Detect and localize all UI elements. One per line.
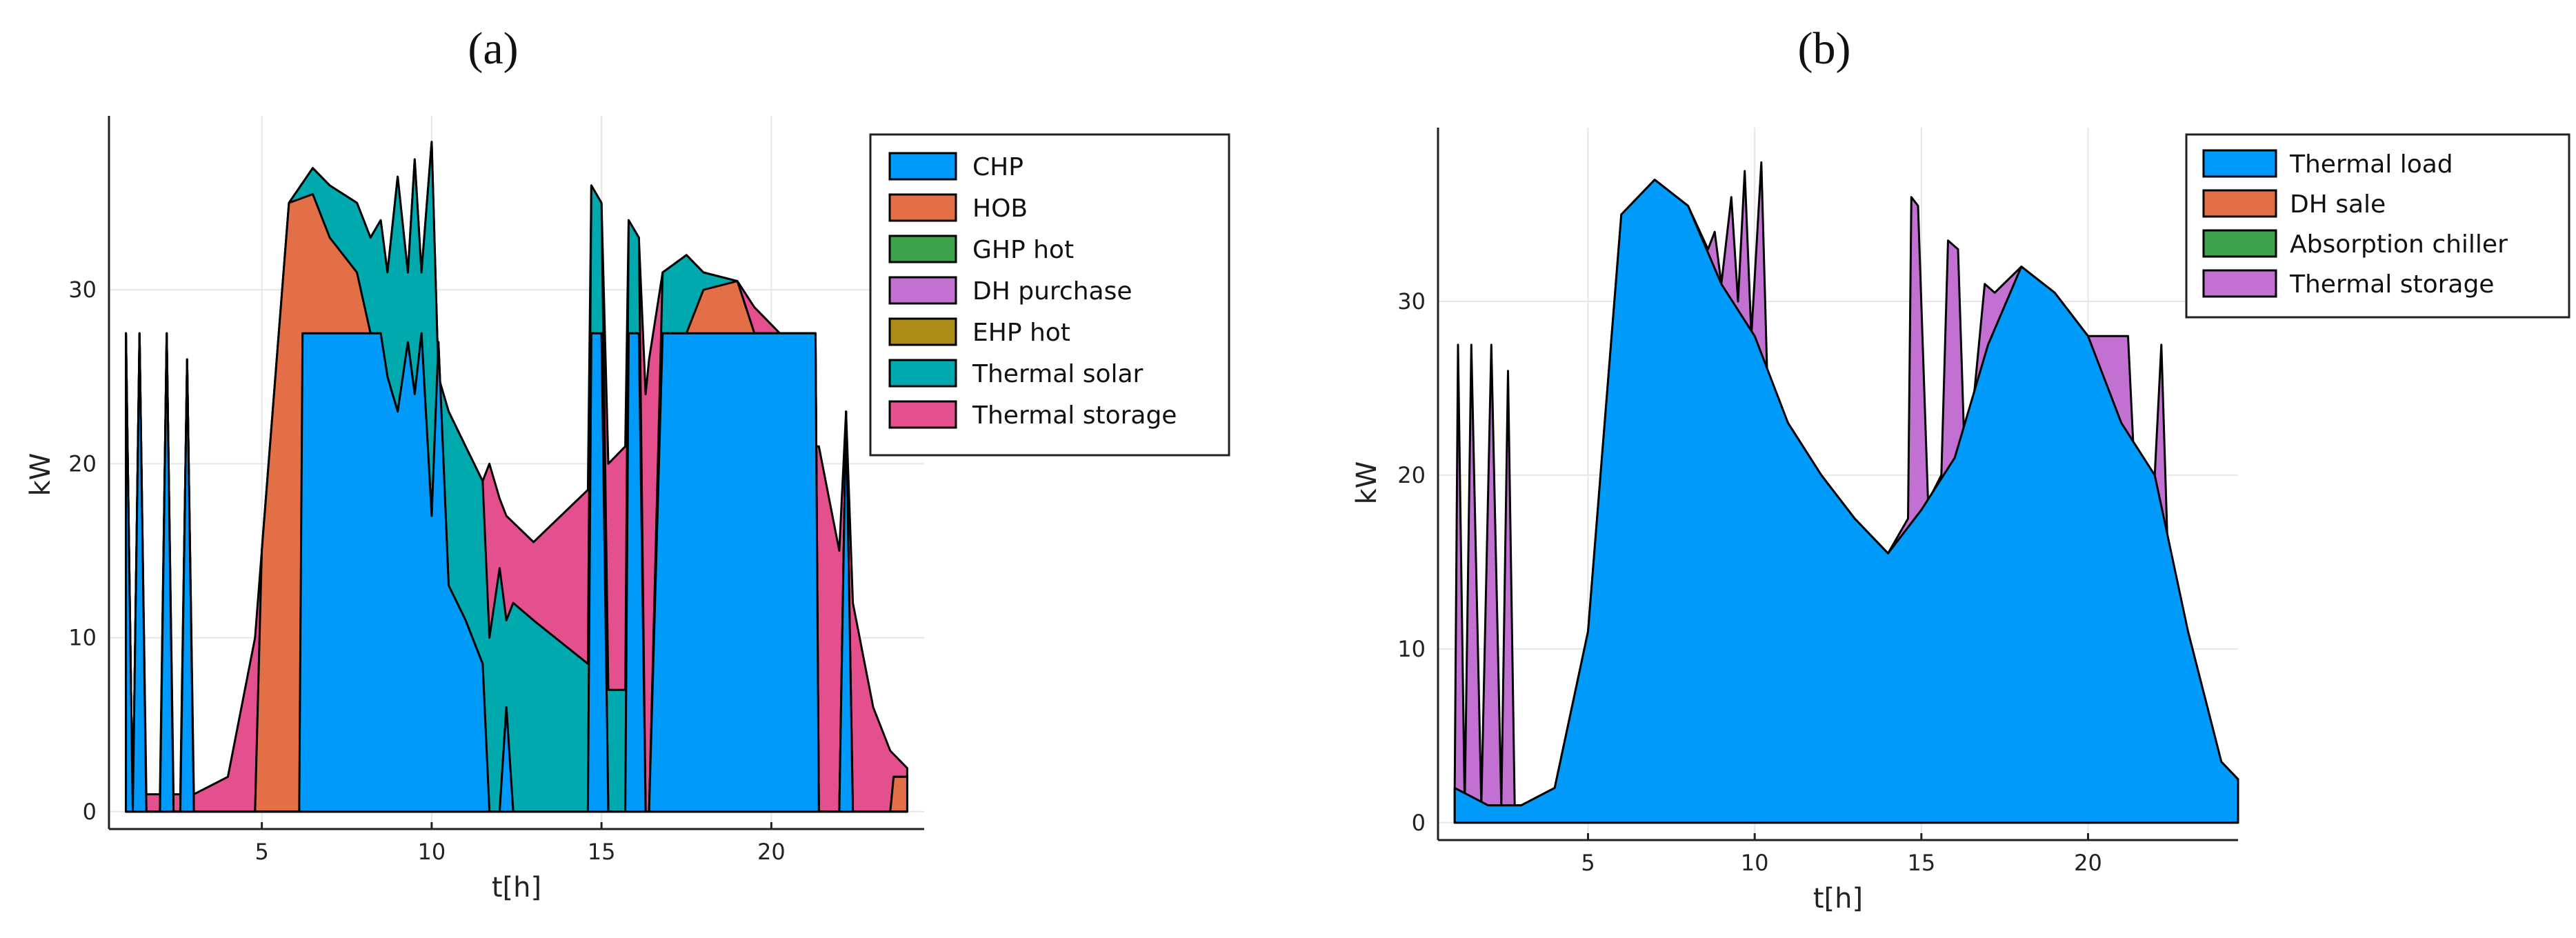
panel-b-areas [1453,161,2239,824]
legend-label-thermal-storage-b: Thermal storage [2289,270,2494,299]
legend-label-thermal-storage: Thermal storage [972,401,1177,430]
x-tick-label: 10 [418,839,446,865]
legend-swatch-ghp-hot [888,234,957,263]
y-tick-label: 20 [1397,462,1426,488]
panel-b-legend: Thermal load DH sale Absorption chiller … [2185,133,2570,319]
panel-a-legend: CHP HOB GHP hot DH purchase EHP hot Ther… [869,133,1230,457]
legend-label-thermal-load: Thermal load [2289,150,2453,179]
panel-b-letter: (b) [1798,23,1851,74]
panel-a-ylabel: kW [25,453,57,497]
panel-a-xlabel: t[h] [492,872,541,904]
panel-b-xlabel: t[h] [1813,883,1863,915]
legend-label-thermal-solar: Thermal solar [972,360,1144,388]
x-tick-label: 10 [1741,850,1769,876]
legend-swatch-thermal-load [2202,149,2277,178]
legend-swatch-thermal-storage [888,400,957,429]
x-tick-label: 15 [1907,850,1935,876]
legend-swatch-dh-sale [2202,189,2277,218]
area-thermal-load [1453,179,2239,824]
legend-label-dh-purchase: DH purchase [972,277,1132,306]
area-chp [125,332,908,813]
x-tick-label: 5 [254,839,268,865]
y-tick-label: 30 [68,277,97,303]
y-tick-label: 10 [1397,636,1426,662]
legend-label-absorption-chiller: Absorption chiller [2290,230,2508,259]
y-tick-label: 20 [68,450,97,477]
y-tick-label: 0 [83,799,97,825]
y-tick-label: 0 [1412,810,1426,836]
panel-b-ticks: 0 10 20 30 5 10 15 20 [1397,288,2102,876]
y-tick-label: 30 [1397,288,1426,315]
legend-swatch-chp [888,152,957,181]
legend-swatch-ehp-hot [888,317,957,346]
legend-label-dh-sale: DH sale [2290,190,2386,219]
panel-a-ticks: 0 10 20 30 5 10 15 20 [68,277,785,865]
x-tick-label: 5 [1581,850,1595,876]
legend-swatch-hob [888,193,957,222]
panel-a-letter: (a) [468,23,518,74]
legend-swatch-thermal-solar [888,359,957,388]
x-tick-label: 20 [757,839,786,865]
legend-label-ehp-hot: EHP hot [972,319,1070,347]
x-tick-label: 15 [588,839,616,865]
panel-b-ylabel: kW [1351,461,1383,505]
legend-label-chp: CHP [972,153,1024,181]
legend-swatch-absorption-chiller [2202,229,2277,258]
panel-a: (a) 0 10 20 30 5 10 15 20 t[h] kW CHP HOB GHP h… [25,23,1230,904]
legend-swatch-thermal-storage-b [2202,269,2277,298]
panel-b: (b) 0 10 20 30 5 10 15 20 t[h] kW Thermal load … [1351,23,2570,915]
panel-b-legend-entries: Thermal load DH sale Absorption chiller … [2202,149,2508,299]
panel-a-legend-entries: CHP HOB GHP hot DH purchase EHP hot Ther… [888,152,1177,430]
legend-swatch-dh-purchase [888,276,957,305]
legend-label-hob: HOB [972,194,1028,223]
legend-label-ghp-hot: GHP hot [972,236,1074,264]
x-tick-label: 20 [2074,850,2102,876]
panel-a-areas [125,141,908,813]
y-tick-label: 10 [68,625,97,651]
